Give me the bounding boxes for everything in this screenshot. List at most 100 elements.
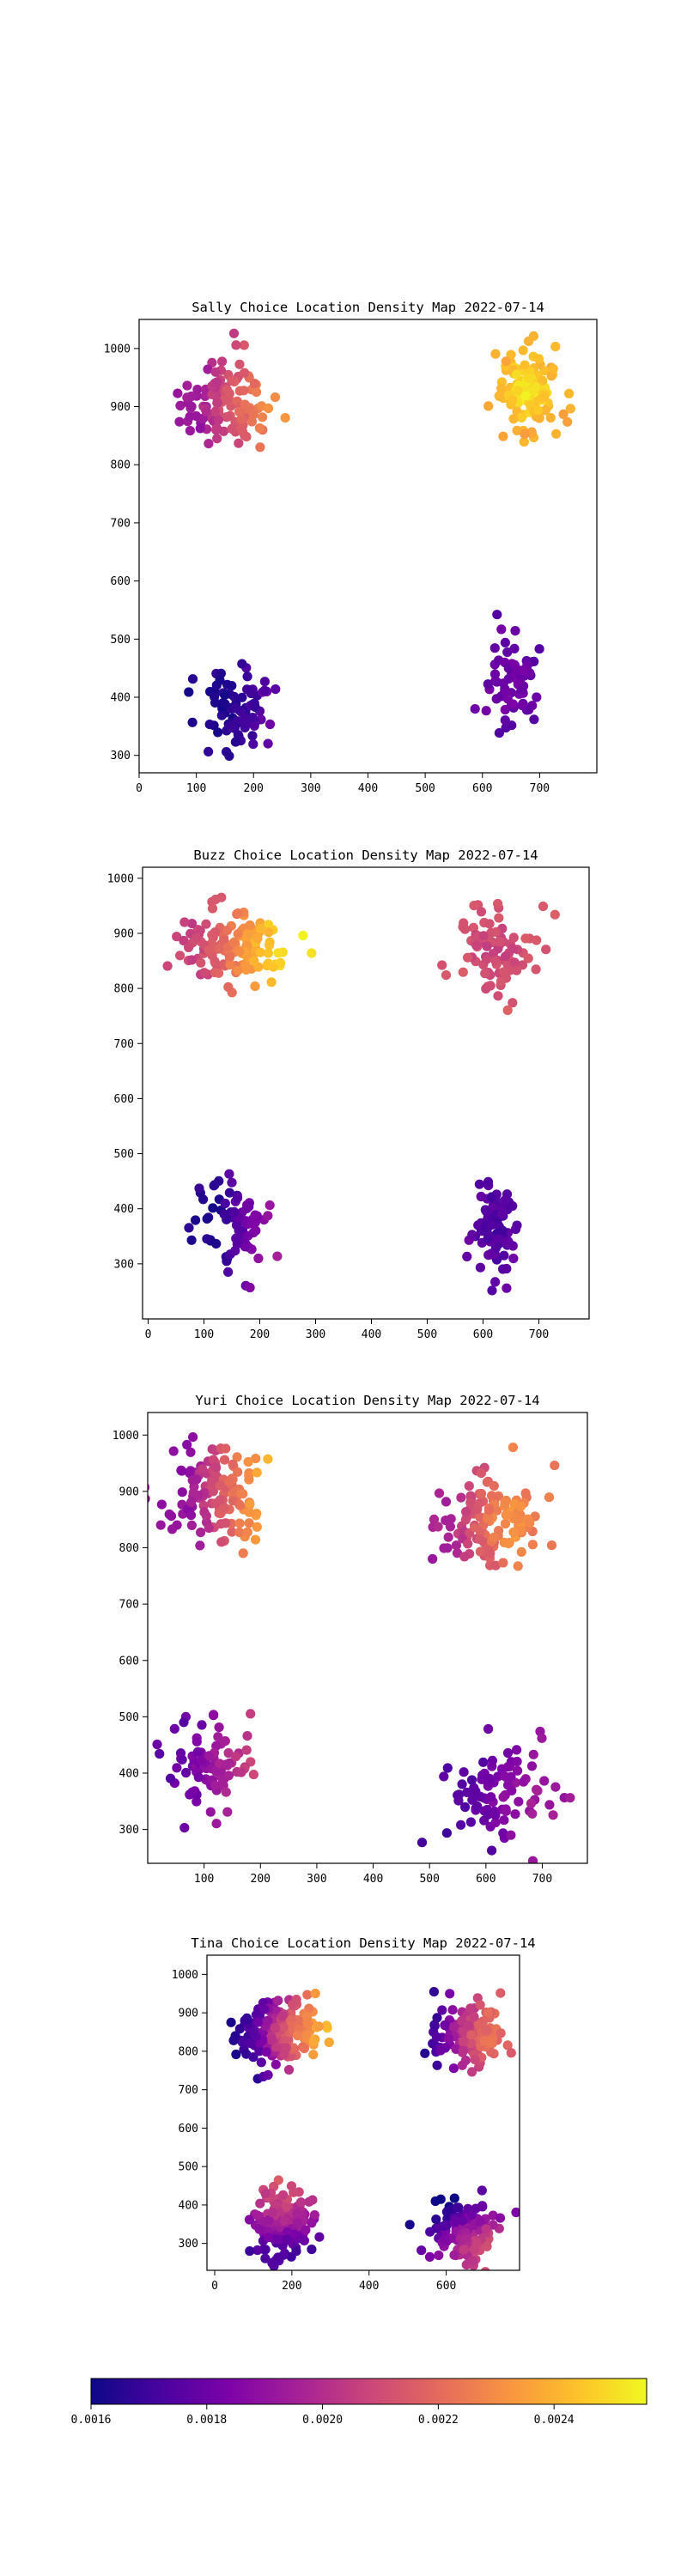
scatter-point (223, 981, 234, 993)
scatter-point (239, 340, 249, 350)
scatter-point (264, 927, 274, 938)
scatter-point (277, 2011, 288, 2021)
scatter-point (248, 410, 258, 420)
axes-frame (206, 1954, 520, 2271)
scatter-point (481, 2025, 491, 2035)
scatter-point (267, 2208, 277, 2218)
scatter-point (496, 624, 507, 635)
scatter-point (430, 2196, 441, 2207)
scatter-point (302, 2017, 313, 2027)
y-tick-label: 500 (179, 2161, 198, 2174)
y-tick-label: 600 (111, 575, 131, 588)
scatter-point (201, 406, 211, 416)
scatter-point (462, 1787, 472, 1797)
x-tick-label: 400 (362, 1328, 381, 1341)
chart-title: Yuri Choice Location Density Map 2022-07… (195, 1393, 539, 1408)
scatter-point (264, 719, 276, 730)
scatter-point (260, 2189, 271, 2199)
scatter-point (434, 2250, 444, 2261)
scatter-point (173, 388, 183, 398)
y-tick-label: 700 (111, 517, 131, 530)
scatter-point (484, 919, 495, 929)
scatter-point (182, 1439, 192, 1450)
scatter-point (513, 386, 523, 396)
scatter-point (234, 359, 245, 369)
scatter-point (235, 407, 246, 417)
scatter-point (263, 2069, 273, 2081)
scatter-point (527, 1540, 538, 1550)
y-tick-label: 900 (114, 927, 134, 940)
y-tick-label: 600 (119, 1655, 139, 1668)
scatter-point (515, 1501, 526, 1511)
y-tick-label: 800 (119, 1542, 139, 1555)
scatter-point (487, 1845, 497, 1856)
scatter-point (550, 909, 560, 920)
scatter-point (506, 1830, 516, 1840)
scatter-point (241, 1745, 252, 1755)
scatter-point (446, 1514, 456, 1524)
scatter-point (243, 1230, 253, 1241)
scatter-point (202, 1234, 212, 1244)
scatter-point (273, 948, 283, 958)
y-tick-label: 800 (111, 459, 131, 472)
scatter-point (538, 375, 548, 386)
scatter-point (255, 442, 265, 453)
scatter-point (482, 954, 492, 964)
y-tick-label: 800 (114, 983, 134, 996)
scatter-point (263, 403, 274, 414)
scatter-point (233, 929, 243, 939)
scatter-point (192, 933, 202, 943)
y-tick-label: 1000 (172, 1969, 198, 1982)
scatter-point (276, 957, 286, 968)
scatter-point (186, 391, 197, 402)
scatter-point (196, 957, 206, 968)
scatter-point (299, 2044, 309, 2054)
scatter-point (429, 2020, 440, 2030)
scatter-point (221, 1759, 231, 1770)
scatter-point (525, 1518, 535, 1528)
scatter-point (443, 2033, 454, 2044)
scatter-point (529, 714, 539, 725)
scatter-point (227, 423, 237, 434)
scatter-point (271, 2059, 281, 2069)
scatter-point (565, 404, 575, 414)
scatter-point (471, 940, 482, 951)
scatter-point (271, 2200, 281, 2210)
scatter-point (459, 918, 469, 928)
scatter-point (462, 1251, 472, 1261)
scatter-point (259, 685, 270, 696)
scatter-point (490, 1242, 502, 1253)
scatter-point (508, 1443, 519, 1453)
x-tick-label: 0 (211, 2280, 218, 2293)
scatter-point (237, 2037, 247, 2047)
scatter-point (441, 2207, 453, 2217)
scatter-point (271, 2042, 282, 2052)
scatter-point (167, 1524, 178, 1534)
scatter-point (165, 1773, 176, 1783)
scatter-point (252, 2210, 263, 2221)
scatter-point (487, 1219, 497, 1230)
scatter-point (219, 1455, 230, 1465)
scatter-point (184, 1223, 194, 1233)
scatter-point (500, 1498, 510, 1508)
scatter-point (532, 935, 542, 945)
y-tick-label: 700 (114, 1038, 134, 1051)
scatter-point (233, 965, 243, 975)
scatter-point (523, 373, 534, 383)
scatter-point (193, 1490, 204, 1500)
scatter-panel-2: Buzz Choice Location Density Map 2022-07… (107, 848, 590, 1341)
scatter-point (191, 410, 202, 422)
scatter-point (550, 342, 561, 352)
scatter-point (246, 1709, 256, 1719)
scatter-point (210, 367, 221, 377)
scatter-point (465, 2003, 476, 2014)
scatter-point (481, 2224, 491, 2234)
scatter-point (508, 395, 518, 405)
scatter-point (502, 1005, 513, 1016)
y-tick-label: 1000 (112, 1430, 139, 1443)
scatter-point (216, 1537, 227, 1547)
scatter-point (511, 2207, 520, 2218)
scatter-point (188, 1432, 198, 1443)
scatter-point (451, 2215, 461, 2226)
scatter-point (451, 2044, 461, 2054)
